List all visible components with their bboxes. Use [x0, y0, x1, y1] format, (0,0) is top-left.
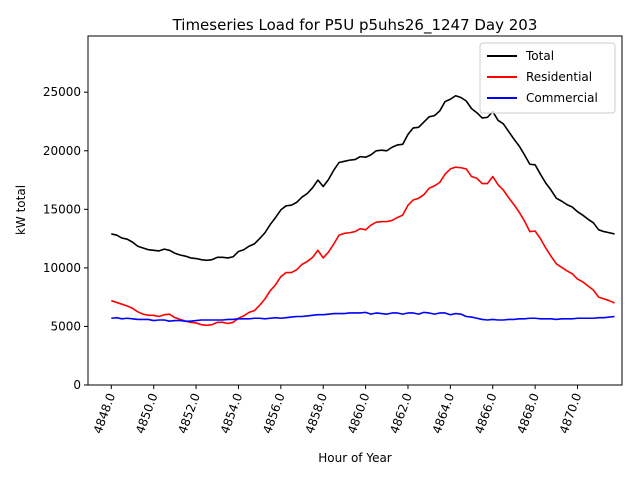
series-layer [111, 94, 615, 327]
series-line-commercial [111, 311, 615, 322]
legend-entries: Total Residential Commercial [487, 49, 598, 105]
legend-box [479, 42, 616, 114]
series-line-total [111, 94, 615, 262]
y-tick-label: 10000 [43, 261, 81, 275]
legend-label-total: Total [525, 49, 554, 63]
series-line-residential [111, 166, 615, 327]
legend: Total Residential Commercial [479, 42, 616, 114]
y-tick-label: 5000 [50, 319, 81, 333]
y-tick-label: 25000 [43, 85, 81, 99]
plot-frame [87, 35, 623, 386]
y-tick-label: 20000 [43, 144, 81, 158]
y-tick-label: 15000 [43, 202, 81, 216]
chart-title: Timeseries Load for P5U p5uhs26_1247 Day… [172, 16, 538, 35]
legend-label-commercial: Commercial [526, 91, 598, 105]
legend-label-residential: Residential [526, 70, 592, 84]
y-tick-label: 0 [73, 378, 81, 392]
y-axis-label: kW total [14, 185, 28, 235]
y-axis: 0 5000 10000 15000 20000 25000 [43, 85, 88, 392]
x-axis-label: Hour of Year [318, 451, 392, 465]
